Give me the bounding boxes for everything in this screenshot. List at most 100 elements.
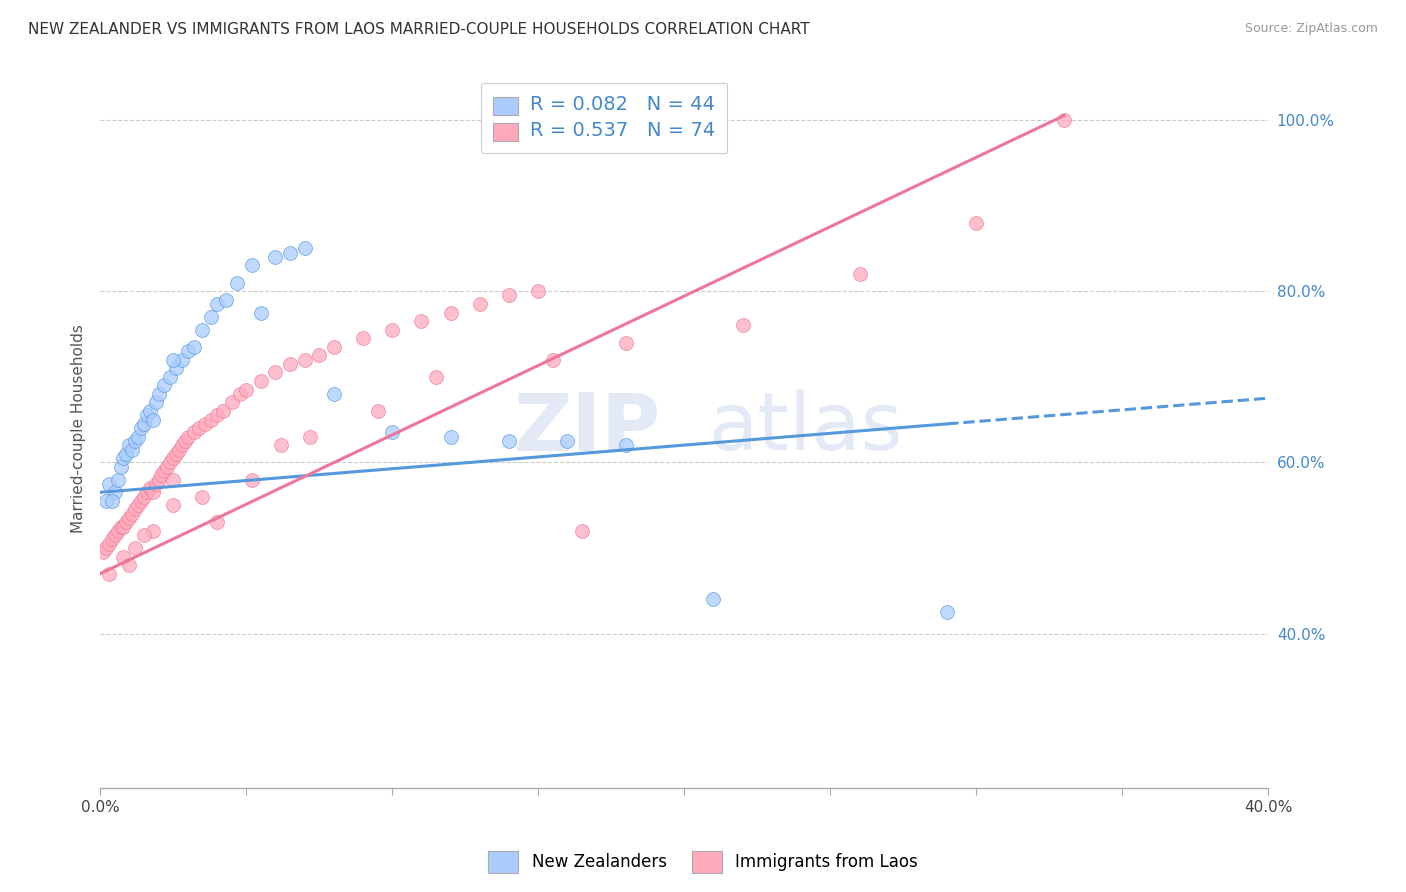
Point bbox=[115, 516, 138, 530]
Point bbox=[94, 494, 117, 508]
Point bbox=[191, 323, 214, 337]
Point bbox=[1053, 112, 1076, 127]
Point bbox=[104, 485, 127, 500]
Point bbox=[381, 425, 404, 440]
Point bbox=[139, 481, 162, 495]
Point bbox=[848, 267, 870, 281]
Point bbox=[183, 425, 205, 440]
Point bbox=[139, 404, 162, 418]
Point bbox=[148, 473, 170, 487]
Point bbox=[118, 511, 141, 525]
Point bbox=[142, 412, 165, 426]
Point bbox=[129, 494, 152, 508]
Point bbox=[124, 434, 146, 448]
Text: Source: ZipAtlas.com: Source: ZipAtlas.com bbox=[1244, 22, 1378, 36]
Point bbox=[112, 549, 135, 564]
Point bbox=[142, 485, 165, 500]
Point bbox=[101, 494, 124, 508]
Point bbox=[132, 417, 155, 431]
Point bbox=[240, 473, 263, 487]
Point bbox=[153, 378, 176, 392]
Legend: R = 0.082   N = 44, R = 0.537   N = 74: R = 0.082 N = 44, R = 0.537 N = 74 bbox=[481, 83, 727, 153]
Point bbox=[249, 374, 271, 388]
Point bbox=[322, 340, 344, 354]
Point bbox=[156, 459, 179, 474]
Point bbox=[165, 361, 187, 376]
Point bbox=[127, 430, 149, 444]
Point bbox=[498, 288, 520, 302]
Point bbox=[118, 438, 141, 452]
Point bbox=[94, 541, 117, 555]
Point bbox=[235, 383, 257, 397]
Point bbox=[352, 331, 374, 345]
Text: NEW ZEALANDER VS IMMIGRANTS FROM LAOS MARRIED-COUPLE HOUSEHOLDS CORRELATION CHAR: NEW ZEALANDER VS IMMIGRANTS FROM LAOS MA… bbox=[28, 22, 810, 37]
Point bbox=[97, 566, 120, 581]
Point bbox=[498, 434, 520, 448]
Point bbox=[135, 409, 157, 423]
Point bbox=[170, 438, 193, 452]
Point bbox=[191, 490, 214, 504]
Text: atlas: atlas bbox=[707, 389, 903, 467]
Point bbox=[132, 490, 155, 504]
Point bbox=[571, 524, 593, 538]
Point bbox=[129, 421, 152, 435]
Point bbox=[270, 438, 292, 452]
Point bbox=[226, 276, 249, 290]
Point bbox=[124, 502, 146, 516]
Point bbox=[439, 430, 461, 444]
Point bbox=[702, 592, 724, 607]
Point bbox=[215, 293, 238, 307]
Point bbox=[121, 507, 143, 521]
Point bbox=[148, 387, 170, 401]
Point bbox=[183, 340, 205, 354]
Point bbox=[153, 464, 176, 478]
Point bbox=[411, 314, 433, 328]
Point bbox=[170, 352, 193, 367]
Point bbox=[249, 305, 271, 319]
Point bbox=[294, 241, 316, 255]
Point bbox=[965, 216, 987, 230]
Point bbox=[468, 297, 491, 311]
Point bbox=[159, 369, 181, 384]
Point bbox=[381, 323, 404, 337]
Point bbox=[162, 451, 184, 466]
Point bbox=[264, 250, 287, 264]
Point bbox=[162, 352, 184, 367]
Point bbox=[165, 447, 187, 461]
Point bbox=[132, 528, 155, 542]
Point bbox=[264, 366, 287, 380]
Point bbox=[614, 335, 637, 350]
Point bbox=[110, 519, 132, 533]
Point bbox=[308, 348, 330, 362]
Point bbox=[439, 305, 461, 319]
Point bbox=[205, 297, 228, 311]
Point bbox=[211, 404, 233, 418]
Point bbox=[101, 533, 124, 547]
Point bbox=[91, 545, 114, 559]
Point bbox=[118, 558, 141, 573]
Point bbox=[115, 447, 138, 461]
Point bbox=[541, 352, 564, 367]
Point bbox=[127, 498, 149, 512]
Point bbox=[107, 524, 129, 538]
Point bbox=[229, 387, 252, 401]
Point bbox=[177, 430, 200, 444]
Point bbox=[107, 473, 129, 487]
Point bbox=[194, 417, 217, 431]
Point bbox=[614, 438, 637, 452]
Point bbox=[294, 352, 316, 367]
Point bbox=[557, 434, 579, 448]
Point bbox=[135, 485, 157, 500]
Y-axis label: Married-couple Households: Married-couple Households bbox=[72, 324, 86, 533]
Point bbox=[97, 537, 120, 551]
Point bbox=[278, 357, 301, 371]
Point bbox=[221, 395, 243, 409]
Point bbox=[173, 434, 195, 448]
Point bbox=[240, 259, 263, 273]
Text: ZIP: ZIP bbox=[513, 389, 661, 467]
Point bbox=[145, 395, 167, 409]
Point bbox=[278, 245, 301, 260]
Point bbox=[162, 473, 184, 487]
Point bbox=[97, 476, 120, 491]
Point bbox=[150, 468, 173, 483]
